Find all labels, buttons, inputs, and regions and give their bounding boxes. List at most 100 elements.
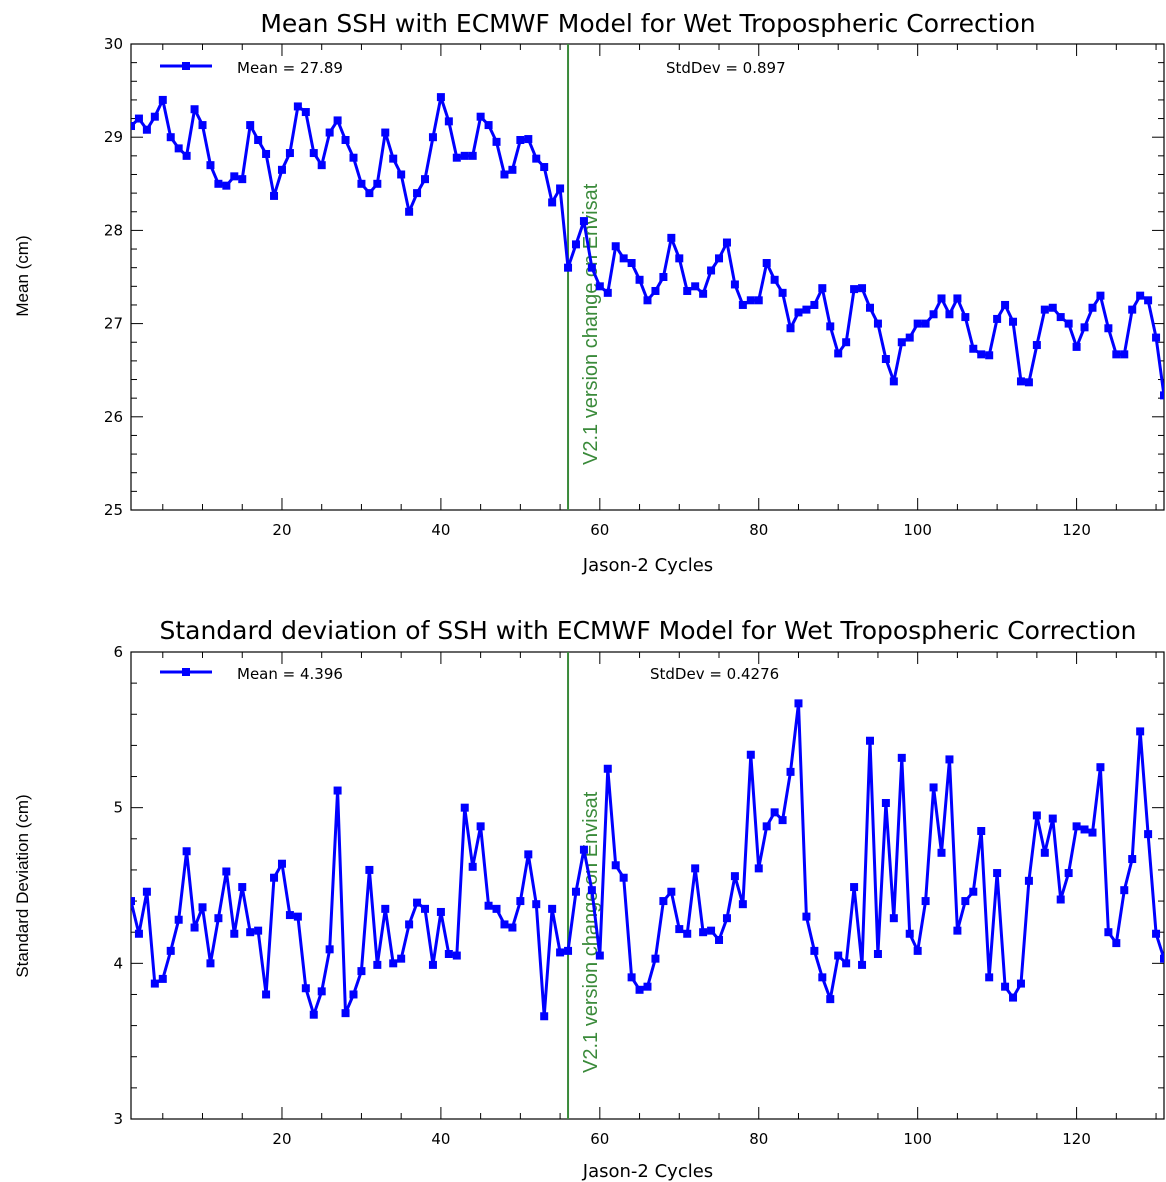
mean-data-point <box>1112 350 1121 359</box>
stddev-data-point <box>603 764 612 773</box>
stddev-data-point <box>317 987 326 996</box>
stddev-data-point <box>508 923 517 932</box>
mean-data-point <box>1080 323 1089 332</box>
mean-data-point <box>699 289 708 298</box>
mean-data-point <box>1048 303 1057 312</box>
mean-data-point <box>198 121 207 130</box>
stddev-data-point <box>277 859 286 868</box>
stddev-data-point <box>778 816 787 825</box>
mean-series-line <box>131 95 1164 396</box>
stddev-data-point <box>468 862 477 871</box>
stddev-data-point <box>873 949 882 958</box>
stddev-data-point <box>738 900 747 909</box>
stddev-data-point <box>1104 928 1113 937</box>
stddev-data-point <box>516 897 525 906</box>
mean-data-point <box>1104 324 1113 333</box>
stddev-data-point <box>802 912 811 921</box>
mean-data-point <box>778 288 787 297</box>
mean-data-point <box>858 284 867 293</box>
mean-data-point <box>428 133 437 142</box>
stddev-data-point <box>1009 993 1018 1002</box>
mean-data-point <box>675 254 684 263</box>
stddev-data-point <box>540 1012 549 1021</box>
mean-version-change-label: V2.1 version change on Envisat <box>580 183 602 465</box>
stddev-data-point <box>730 872 739 881</box>
stddev-data-point <box>667 887 676 896</box>
mean-data-point <box>174 144 183 153</box>
mean-plot-frame <box>130 43 1165 511</box>
mean-data-point <box>317 161 326 170</box>
stddev-data-point <box>587 886 596 895</box>
stddev-data-point <box>754 864 763 873</box>
stddev-x-tick-label: 40 <box>431 1130 450 1148</box>
stddev-data-point <box>810 946 819 955</box>
stddev-data-point <box>428 960 437 969</box>
mean-y-tick-label: 25 <box>104 501 123 519</box>
mean-x-tick-label: 100 <box>903 521 932 539</box>
stddev-data-point <box>524 850 533 859</box>
stddev-data-point <box>611 861 620 870</box>
mean-data-point <box>230 172 239 181</box>
mean-data-point <box>1032 341 1041 350</box>
stddev-data-point <box>715 935 724 944</box>
stddev-data-point <box>699 928 708 937</box>
mean-data-point <box>921 319 930 328</box>
stddev-data-point <box>945 755 954 764</box>
mean-data-point <box>667 233 676 242</box>
stddev-data-point <box>762 822 771 831</box>
stddev-data-point <box>1120 886 1129 895</box>
mean-data-point <box>444 117 453 126</box>
stddev-data-point <box>436 907 445 916</box>
stddev-data-point <box>1048 814 1057 823</box>
stddev-data-point <box>913 946 922 955</box>
mean-data-point <box>794 308 803 317</box>
stddev-data-point <box>850 883 859 892</box>
mean-data-point <box>182 151 191 160</box>
stddev-data-point <box>858 960 867 969</box>
stddev-x-tick-label: 60 <box>590 1130 609 1148</box>
mean-data-point <box>1144 296 1153 305</box>
mean-data-point <box>413 189 422 198</box>
mean-data-point <box>1160 391 1164 400</box>
mean-data-point <box>1128 305 1137 314</box>
stddev-data-point <box>341 1009 350 1018</box>
stddev-data-point <box>579 845 588 854</box>
mean-data-point <box>540 163 549 172</box>
mean-data-point <box>842 338 851 347</box>
stddev-data-point <box>365 865 374 874</box>
stddev-data-point <box>722 914 731 923</box>
mean-data-point <box>969 344 978 353</box>
mean-data-point <box>1016 377 1025 386</box>
stddev-data-point <box>158 974 167 983</box>
mean-x-tick-label: 120 <box>1062 521 1091 539</box>
mean-data-point <box>381 128 390 137</box>
stddev-data-point <box>977 827 986 836</box>
stddev-data-point <box>865 736 874 745</box>
mean-data-point <box>309 149 318 158</box>
mean-data-point <box>683 286 692 295</box>
mean-data-point <box>150 112 159 121</box>
mean-data-point <box>1064 319 1073 328</box>
mean-data-point <box>214 179 223 188</box>
stddev-data-point <box>993 869 1002 878</box>
mean-data-point <box>961 313 970 322</box>
stddev-data-point <box>937 848 946 857</box>
stddev-data-point <box>198 903 207 912</box>
mean-data-point <box>333 116 342 125</box>
stddev-data-point <box>770 808 779 817</box>
mean-data-point <box>993 314 1002 323</box>
mean-data-point <box>484 121 493 130</box>
stddev-data-point <box>1001 982 1010 991</box>
mean-data-point <box>730 280 739 289</box>
stddev-stddev-text: StdDev = 0.4276 <box>650 665 779 683</box>
mean-data-point <box>206 161 215 170</box>
stddev-data-point <box>564 946 573 955</box>
mean-data-point <box>810 300 819 309</box>
stddev-data-point <box>293 912 302 921</box>
mean-chart-title: Mean SSH with ECMWF Model for Wet Tropos… <box>260 9 1035 38</box>
stddev-data-point <box>397 954 406 963</box>
mean-data-point <box>651 286 660 295</box>
mean-data-point <box>254 135 263 144</box>
stddev-legend-label: Mean = 4.396 <box>237 665 343 683</box>
stddev-data-point <box>659 897 668 906</box>
